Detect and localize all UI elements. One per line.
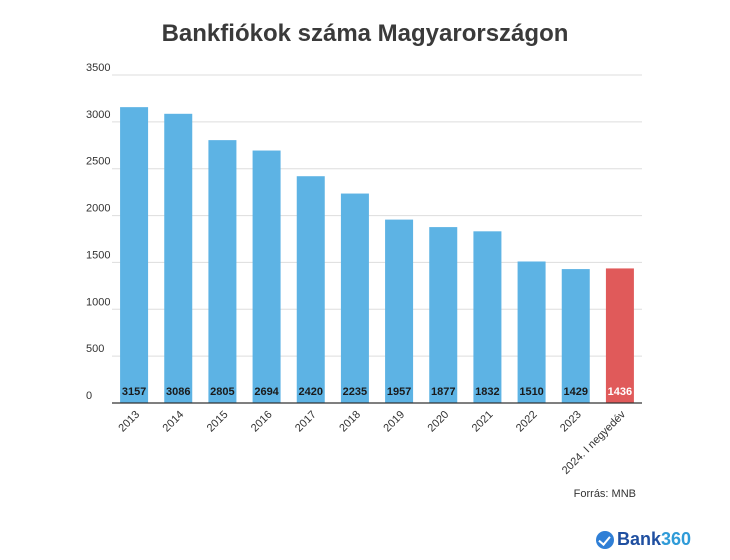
data-label: 2235 bbox=[343, 386, 367, 398]
y-tick-label: 0 bbox=[86, 390, 92, 402]
x-tick-label: 2013 bbox=[116, 409, 142, 435]
x-tick-label: 2014 bbox=[161, 409, 187, 435]
check-icon bbox=[596, 530, 614, 549]
source-note: Forrás: MNB bbox=[573, 488, 636, 500]
bar bbox=[296, 176, 325, 403]
y-tick-label: 3500 bbox=[86, 62, 110, 74]
bar bbox=[605, 268, 634, 403]
x-tick-label: 2021 bbox=[470, 409, 496, 435]
bar bbox=[473, 231, 502, 403]
data-label: 3157 bbox=[122, 386, 146, 398]
x-tick-label: 2023 bbox=[558, 409, 584, 435]
data-label: 2694 bbox=[254, 386, 279, 398]
bar bbox=[561, 269, 590, 403]
bar bbox=[120, 107, 149, 404]
data-label: 1957 bbox=[387, 386, 411, 398]
x-tick-label: 2022 bbox=[514, 409, 540, 435]
logo-number: 360 bbox=[661, 529, 692, 549]
bar bbox=[252, 150, 281, 403]
y-tick-label: 2500 bbox=[86, 156, 110, 168]
y-tick-label: 1000 bbox=[86, 296, 110, 308]
data-label: 1436 bbox=[608, 386, 632, 398]
y-tick-label: 1500 bbox=[86, 249, 110, 261]
y-tick-label: 3000 bbox=[86, 109, 110, 121]
x-tick-label: 2019 bbox=[381, 409, 407, 435]
x-tick-label: 2016 bbox=[249, 409, 275, 435]
data-label: 1429 bbox=[564, 386, 588, 398]
bar bbox=[429, 227, 458, 403]
bar bbox=[340, 193, 369, 403]
data-label: 2805 bbox=[210, 386, 234, 398]
x-tick-label: 2018 bbox=[337, 409, 363, 435]
bar bbox=[517, 261, 546, 403]
x-tick-label: 2017 bbox=[293, 409, 319, 435]
bar bbox=[208, 140, 237, 404]
data-label: 2420 bbox=[299, 386, 323, 398]
data-label: 3086 bbox=[166, 386, 190, 398]
data-label: 1832 bbox=[475, 386, 499, 398]
data-label: 1877 bbox=[431, 386, 455, 398]
bar bbox=[385, 219, 414, 403]
y-tick-label: 500 bbox=[86, 343, 104, 355]
logo-text: Bank bbox=[617, 529, 662, 549]
x-tick-label: 2020 bbox=[426, 409, 452, 435]
bank360-logo: Bank 360 bbox=[596, 529, 691, 550]
x-tick-label: 2015 bbox=[205, 409, 231, 435]
y-tick-label: 2000 bbox=[86, 203, 110, 215]
bar bbox=[164, 113, 193, 403]
chart-title: Bankfiókok száma Magyarországon bbox=[161, 20, 569, 47]
data-label: 1510 bbox=[519, 386, 543, 398]
